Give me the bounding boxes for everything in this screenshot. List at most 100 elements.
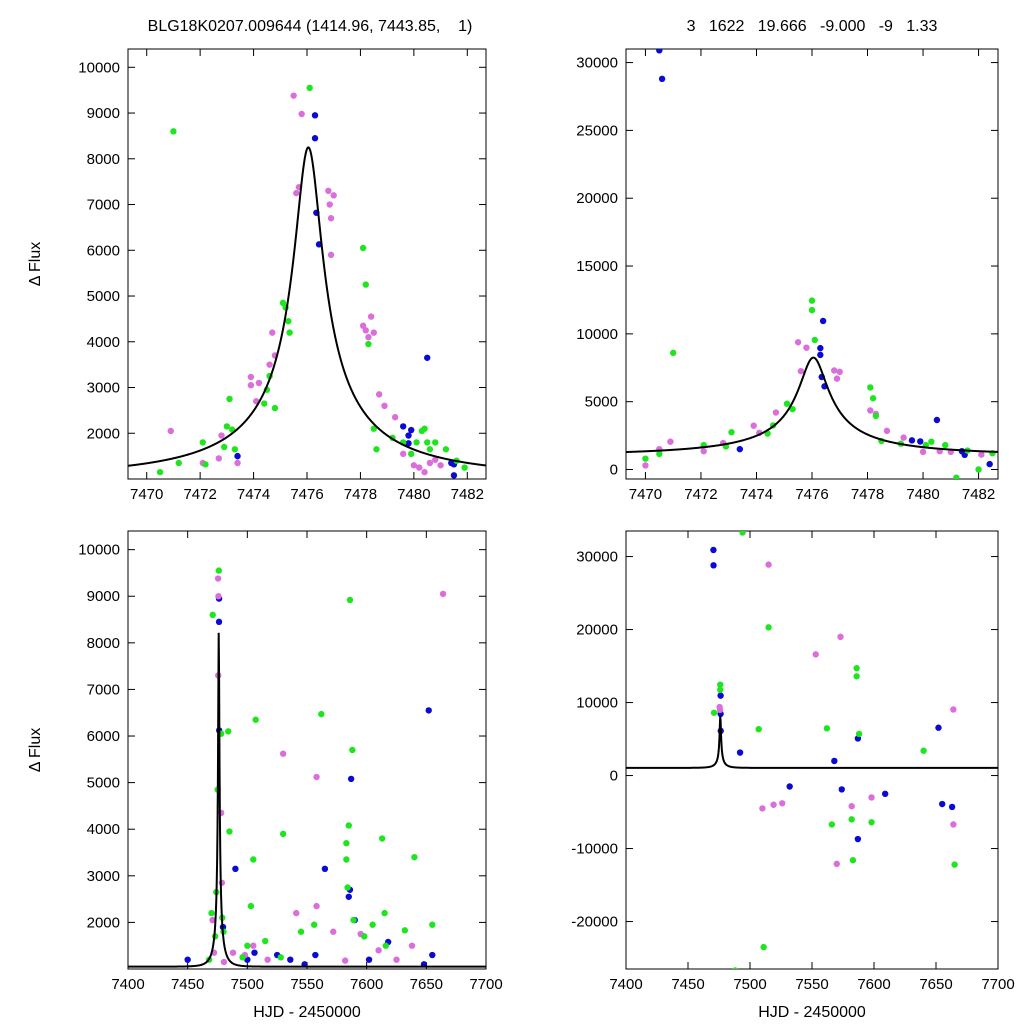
data-point <box>220 443 228 451</box>
x-tick-label: 7600 <box>350 976 383 993</box>
data-point <box>868 819 875 826</box>
data-point <box>950 706 957 713</box>
data-point <box>978 451 985 458</box>
data-point <box>365 340 372 348</box>
data-point <box>450 472 458 479</box>
data-point <box>218 879 226 886</box>
y-tick-label: -20000 <box>571 914 618 931</box>
y-tick-label: 25000 <box>576 122 618 139</box>
data-point <box>836 368 843 376</box>
data-point <box>849 857 857 864</box>
right-title: 3 1622 19.666 -9.000 -9 1.33 <box>687 18 938 35</box>
data-point <box>399 450 407 458</box>
y-tick-label: 3000 <box>87 868 120 885</box>
data-point <box>755 725 762 733</box>
data-point <box>226 828 233 835</box>
data-point <box>717 692 724 699</box>
data-point <box>407 450 415 458</box>
data-point <box>765 561 772 568</box>
data-point <box>286 329 293 336</box>
data-point <box>872 412 880 420</box>
data-point <box>391 414 399 421</box>
data-point <box>779 800 786 807</box>
data-point <box>853 665 860 672</box>
data-point <box>736 445 744 453</box>
data-point <box>269 329 276 336</box>
data-point <box>908 437 916 444</box>
data-point <box>297 928 305 935</box>
data-point <box>803 344 810 351</box>
data-point <box>461 464 468 471</box>
data-point <box>343 839 350 847</box>
y-tick-label: 5000 <box>87 775 120 792</box>
x-tick-label: 7400 <box>609 976 642 993</box>
data-point <box>327 215 335 222</box>
data-point <box>306 84 313 92</box>
data-point <box>208 909 215 917</box>
data-point <box>223 423 231 430</box>
data-point <box>279 750 287 757</box>
data-point <box>919 448 927 456</box>
x-tick-label: 7470 <box>130 486 163 503</box>
data-points <box>710 531 958 969</box>
data-point <box>786 783 793 790</box>
data-point <box>416 464 423 471</box>
data-point <box>215 567 223 574</box>
y-tick-label: 4000 <box>87 334 120 351</box>
x-tick-label: 7500 <box>231 976 264 993</box>
data-point <box>750 422 757 429</box>
data-point <box>311 135 319 142</box>
data-point <box>831 367 838 374</box>
y-tick-label: 20000 <box>576 190 618 207</box>
x-tick-label: 7650 <box>919 976 952 993</box>
data-point <box>262 937 269 945</box>
data-point <box>311 112 319 119</box>
y-tick-label: 10000 <box>78 542 120 559</box>
plot-panel-1: 7470 7472 7474 7476 7478 7480 7482 2000 3000 4000… <box>27 48 487 503</box>
data-point <box>225 728 232 735</box>
x-tick-label: 7450 <box>171 976 204 993</box>
y-tick-label: 7000 <box>87 197 120 214</box>
data-point <box>215 455 223 462</box>
x-tick-label: 7550 <box>795 976 828 993</box>
y-axis-label: Δ Flux <box>27 242 44 286</box>
data-point <box>425 707 432 714</box>
plot-frame <box>625 530 999 970</box>
data-point <box>867 384 874 391</box>
data-point <box>432 439 439 446</box>
y-tick-label: 7000 <box>87 681 120 698</box>
data-point <box>853 673 860 680</box>
plot-panel-4: 7400 7450 7500 7550 7600 7650 7700 -20000 -10000… <box>571 530 1015 1021</box>
data-point <box>232 865 239 873</box>
data-point <box>330 192 337 199</box>
data-point <box>823 725 831 732</box>
data-point <box>346 596 354 604</box>
data-point <box>642 462 649 469</box>
y-tick-label: 2000 <box>87 914 120 931</box>
data-point <box>287 956 294 963</box>
data-point <box>345 822 352 829</box>
data-point <box>350 916 357 924</box>
y-tick-label: 0 <box>610 462 618 479</box>
data-point <box>365 956 373 963</box>
data-point <box>808 297 816 304</box>
data-point <box>953 474 960 479</box>
x-tick-label: 7550 <box>290 976 323 993</box>
x-tick-label: 7472 <box>183 486 216 503</box>
data-point <box>170 128 177 135</box>
data-point <box>226 395 233 403</box>
model-curve <box>626 356 998 454</box>
data-point <box>917 438 924 445</box>
data-point <box>325 187 332 195</box>
y-tick-label: 9000 <box>87 588 120 605</box>
data-point <box>667 438 674 445</box>
data-point <box>244 942 251 949</box>
data-point <box>298 110 305 118</box>
y-tick-label: 30000 <box>576 55 618 72</box>
data-point <box>347 775 355 783</box>
data-point <box>424 354 431 361</box>
data-point <box>343 856 350 863</box>
data-point <box>313 902 320 910</box>
data-point <box>344 884 351 891</box>
y-axis-label: Δ Flux <box>27 728 44 772</box>
